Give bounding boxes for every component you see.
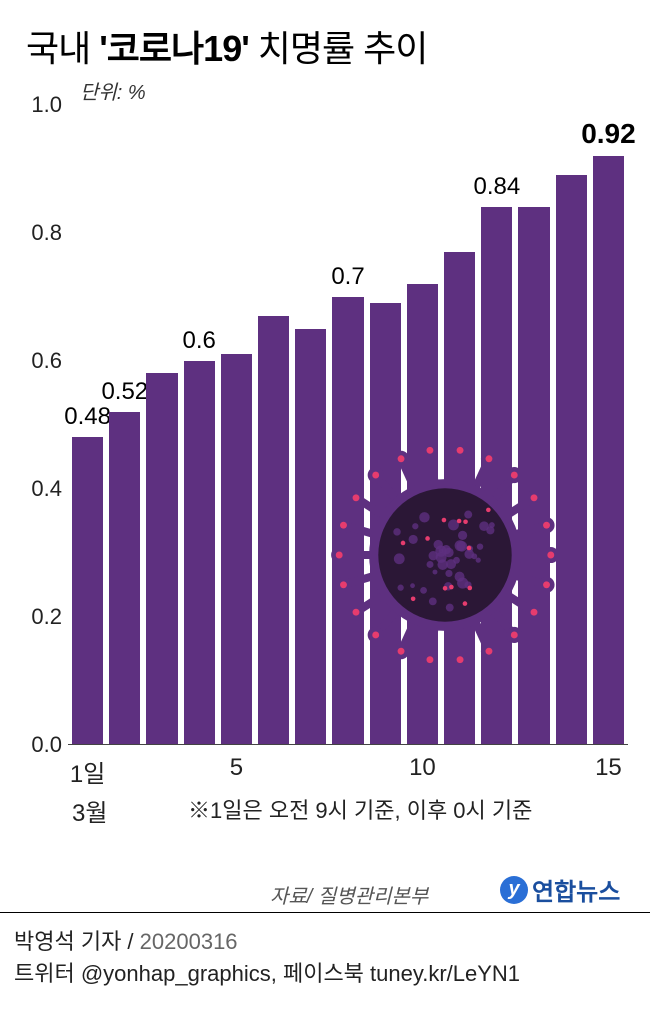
chart-title: 국내 '코로나19' 치명률 추이 <box>26 20 632 72</box>
bar <box>258 316 289 744</box>
bar <box>72 437 103 744</box>
title-bold: '코로나19' <box>99 28 249 69</box>
chart: 0.481일0.520.650.7100.840.9215 0.00.20.40… <box>18 75 628 795</box>
chart-footnote: ※1일은 오전 9시 기준, 이후 0시 기준 <box>188 793 532 825</box>
y-tick-label: 0.2 <box>18 604 62 630</box>
bar-slot: 0.481일 <box>72 105 103 744</box>
credit-date: 20200316 <box>134 929 238 954</box>
bar-slot <box>370 105 401 744</box>
y-tick-label: 0.8 <box>18 220 62 246</box>
bar-value-label: 0.7 <box>331 263 364 291</box>
source-label: 자료/ 질병관리본부 <box>270 880 428 909</box>
bar <box>332 297 363 744</box>
credit-author: 박영석 기자 / <box>14 929 134 954</box>
plot-area: 0.481일0.52 0.65 0.7 10 0.84 0.9215 <box>68 105 628 745</box>
x-tick-label: 1일 <box>70 754 105 789</box>
x-tick-label: 5 <box>230 754 243 782</box>
brand-logo: y 연합뉴스 <box>500 872 620 907</box>
y-tick-label: 0.6 <box>18 348 62 374</box>
bar-slot: 0.7 <box>332 105 363 744</box>
credit-line-1: 박영석 기자 / 20200316 <box>14 924 238 956</box>
bar <box>556 175 587 744</box>
bar <box>518 207 549 744</box>
bar-slot <box>444 105 475 744</box>
bar-slot: 0.6 <box>184 105 215 744</box>
bars-container: 0.481일0.52 0.65 0.7 10 0.84 0.9215 <box>68 105 628 744</box>
x-month-label: 3월 <box>72 793 107 828</box>
bar-slot: 0.84 <box>481 105 512 744</box>
brand-text: 연합뉴스 <box>532 872 620 907</box>
title-suffix: 치명률 추이 <box>249 28 428 69</box>
bar <box>221 354 252 744</box>
bar-slot: 10 <box>407 105 438 744</box>
y-tick-label: 0.0 <box>18 732 62 758</box>
bar-slot: 0.9215 <box>593 105 624 744</box>
bar <box>184 361 215 744</box>
bar-value-label: 0.48 <box>64 403 111 431</box>
bar <box>593 156 624 744</box>
y-tick-label: 0.4 <box>18 476 62 502</box>
bar-value-label: 0.52 <box>101 378 148 406</box>
bar <box>370 303 401 744</box>
title-prefix: 국내 <box>26 28 99 69</box>
x-tick-label: 15 <box>595 754 622 782</box>
y-tick-label: 1.0 <box>18 92 62 118</box>
bar-slot <box>146 105 177 744</box>
bar-value-label: 0.92 <box>581 118 636 150</box>
bar <box>444 252 475 744</box>
bar-slot <box>518 105 549 744</box>
bar <box>109 412 140 744</box>
bar-value-label: 0.84 <box>473 173 520 201</box>
bar <box>146 373 177 744</box>
bar-slot: 5 <box>221 105 252 744</box>
bar <box>295 329 326 744</box>
bar-slot <box>556 105 587 744</box>
bar-slot <box>295 105 326 744</box>
bar <box>407 284 438 744</box>
bar-slot <box>258 105 289 744</box>
bar-slot: 0.52 <box>109 105 140 744</box>
bar <box>481 207 512 744</box>
bar-value-label: 0.6 <box>183 327 216 355</box>
credit-line-2: 트위터 @yonhap_graphics, 페이스북 tuney.kr/LeYN… <box>14 956 520 988</box>
x-tick-label: 10 <box>409 754 436 782</box>
brand-icon: y <box>500 876 528 904</box>
divider-line <box>0 912 650 913</box>
